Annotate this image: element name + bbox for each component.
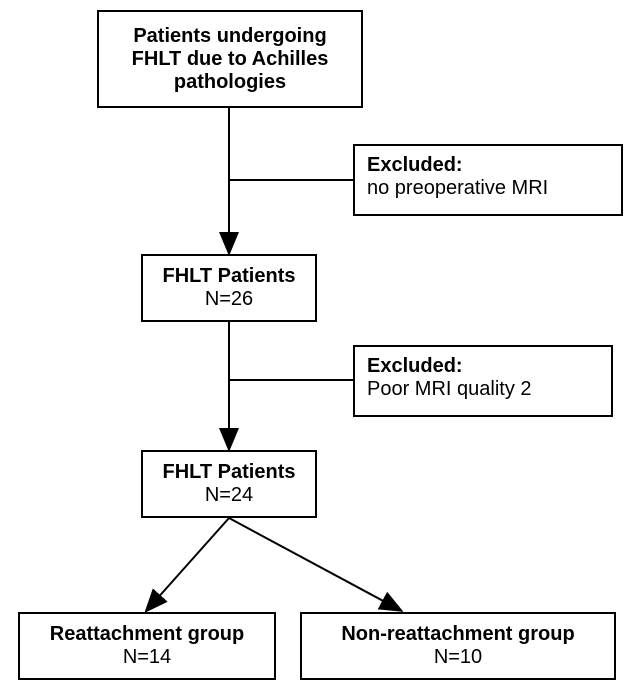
edge-fhlt24-reattach (147, 518, 229, 610)
edge-fhlt24-nonreattach (229, 518, 400, 610)
flowchart-canvas: Patients undergoing FHLT due to Achilles… (0, 0, 641, 685)
flow-edges (0, 0, 641, 685)
